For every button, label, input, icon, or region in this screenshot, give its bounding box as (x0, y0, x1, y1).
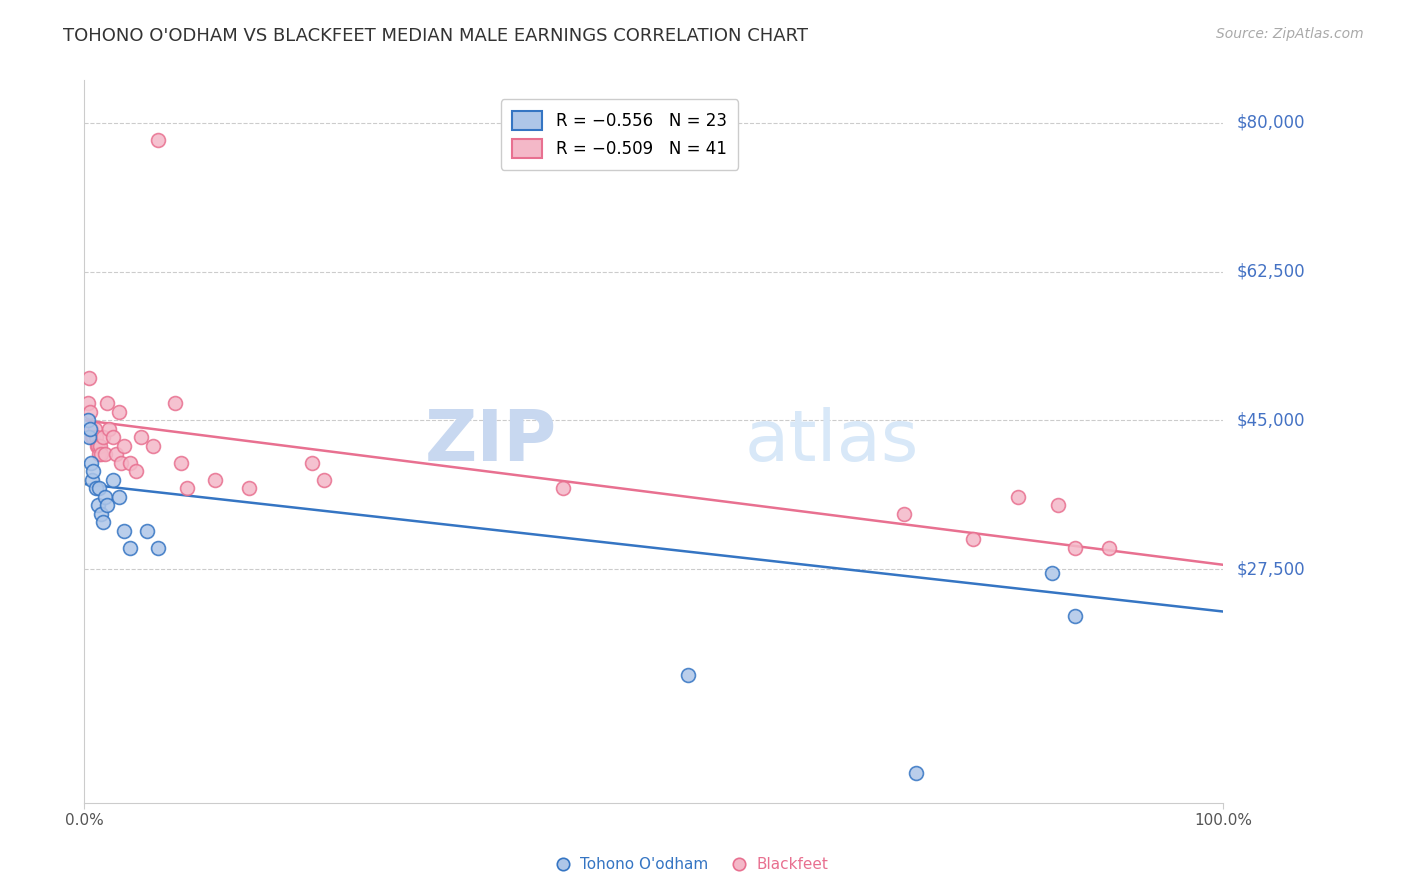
Text: $80,000: $80,000 (1237, 114, 1305, 132)
Point (76, 413, 98, 427)
Point (551, 796, 574, 810)
Point (90, 447, 112, 461)
Point (82, 464, 104, 478)
Point (80, 456, 103, 470)
Text: TOHONO O'ODHAM VS BLACKFEET MEDIAN MALE EARNINGS CORRELATION CHART: TOHONO O'ODHAM VS BLACKFEET MEDIAN MALE … (63, 27, 808, 45)
Point (124, 464, 146, 478)
Point (904, 766, 927, 780)
Point (86, 439, 108, 453)
Point (82, 430, 104, 444)
Point (312, 473, 335, 487)
Text: $27,500: $27,500 (1237, 560, 1306, 578)
Point (89, 481, 111, 495)
Point (1064, 608, 1087, 623)
Point (170, 456, 193, 470)
Point (962, 533, 984, 547)
Point (79, 405, 101, 419)
Point (112, 524, 135, 538)
Point (89, 447, 111, 461)
Point (101, 430, 124, 444)
Point (90, 507, 112, 521)
Point (1007, 490, 1029, 504)
Point (107, 405, 129, 419)
Point (105, 447, 128, 461)
Point (79, 422, 101, 436)
Point (110, 456, 132, 470)
Point (165, 396, 187, 410)
Legend: R = −0.556   N = 23, R = −0.509   N = 41: R = −0.556 N = 23, R = −0.509 N = 41 (501, 99, 738, 169)
Point (94, 490, 117, 504)
Point (238, 481, 260, 495)
Point (87, 498, 110, 512)
Point (80, 422, 103, 436)
Point (131, 430, 153, 444)
Point (98, 422, 121, 436)
Point (96, 396, 118, 410)
Text: $45,000: $45,000 (1237, 411, 1305, 429)
Point (82, 473, 104, 487)
Point (107, 490, 129, 504)
Point (84, 430, 107, 444)
Point (89, 439, 111, 453)
Point (77, 371, 100, 385)
Point (176, 481, 198, 495)
Point (728, 796, 751, 810)
Point (101, 473, 124, 487)
Text: ZIP: ZIP (425, 407, 557, 476)
Text: Source: ZipAtlas.com: Source: ZipAtlas.com (1216, 27, 1364, 41)
Point (551, 481, 574, 495)
Text: Tohono O'odham: Tohono O'odham (579, 856, 709, 871)
Text: atlas: atlas (745, 407, 920, 476)
Point (112, 439, 135, 453)
Point (118, 541, 141, 555)
Point (1098, 541, 1121, 555)
Point (77, 430, 100, 444)
Point (148, 541, 170, 555)
Point (676, 668, 699, 682)
Point (76, 396, 98, 410)
Point (82, 430, 104, 444)
Point (94, 447, 117, 461)
Point (84, 481, 107, 495)
Point (91, 516, 114, 530)
Point (87, 439, 110, 453)
Point (1064, 541, 1087, 555)
Point (142, 439, 165, 453)
Point (1047, 498, 1070, 512)
Point (96, 498, 118, 512)
Text: Blackfeet: Blackfeet (756, 856, 828, 871)
Point (1042, 566, 1064, 581)
Point (204, 473, 226, 487)
Point (893, 507, 915, 521)
Point (301, 456, 323, 470)
Point (136, 524, 159, 538)
Point (83, 422, 105, 436)
Point (91, 430, 114, 444)
Point (148, 133, 170, 147)
Point (118, 456, 141, 470)
Text: $62,500: $62,500 (1237, 262, 1306, 281)
